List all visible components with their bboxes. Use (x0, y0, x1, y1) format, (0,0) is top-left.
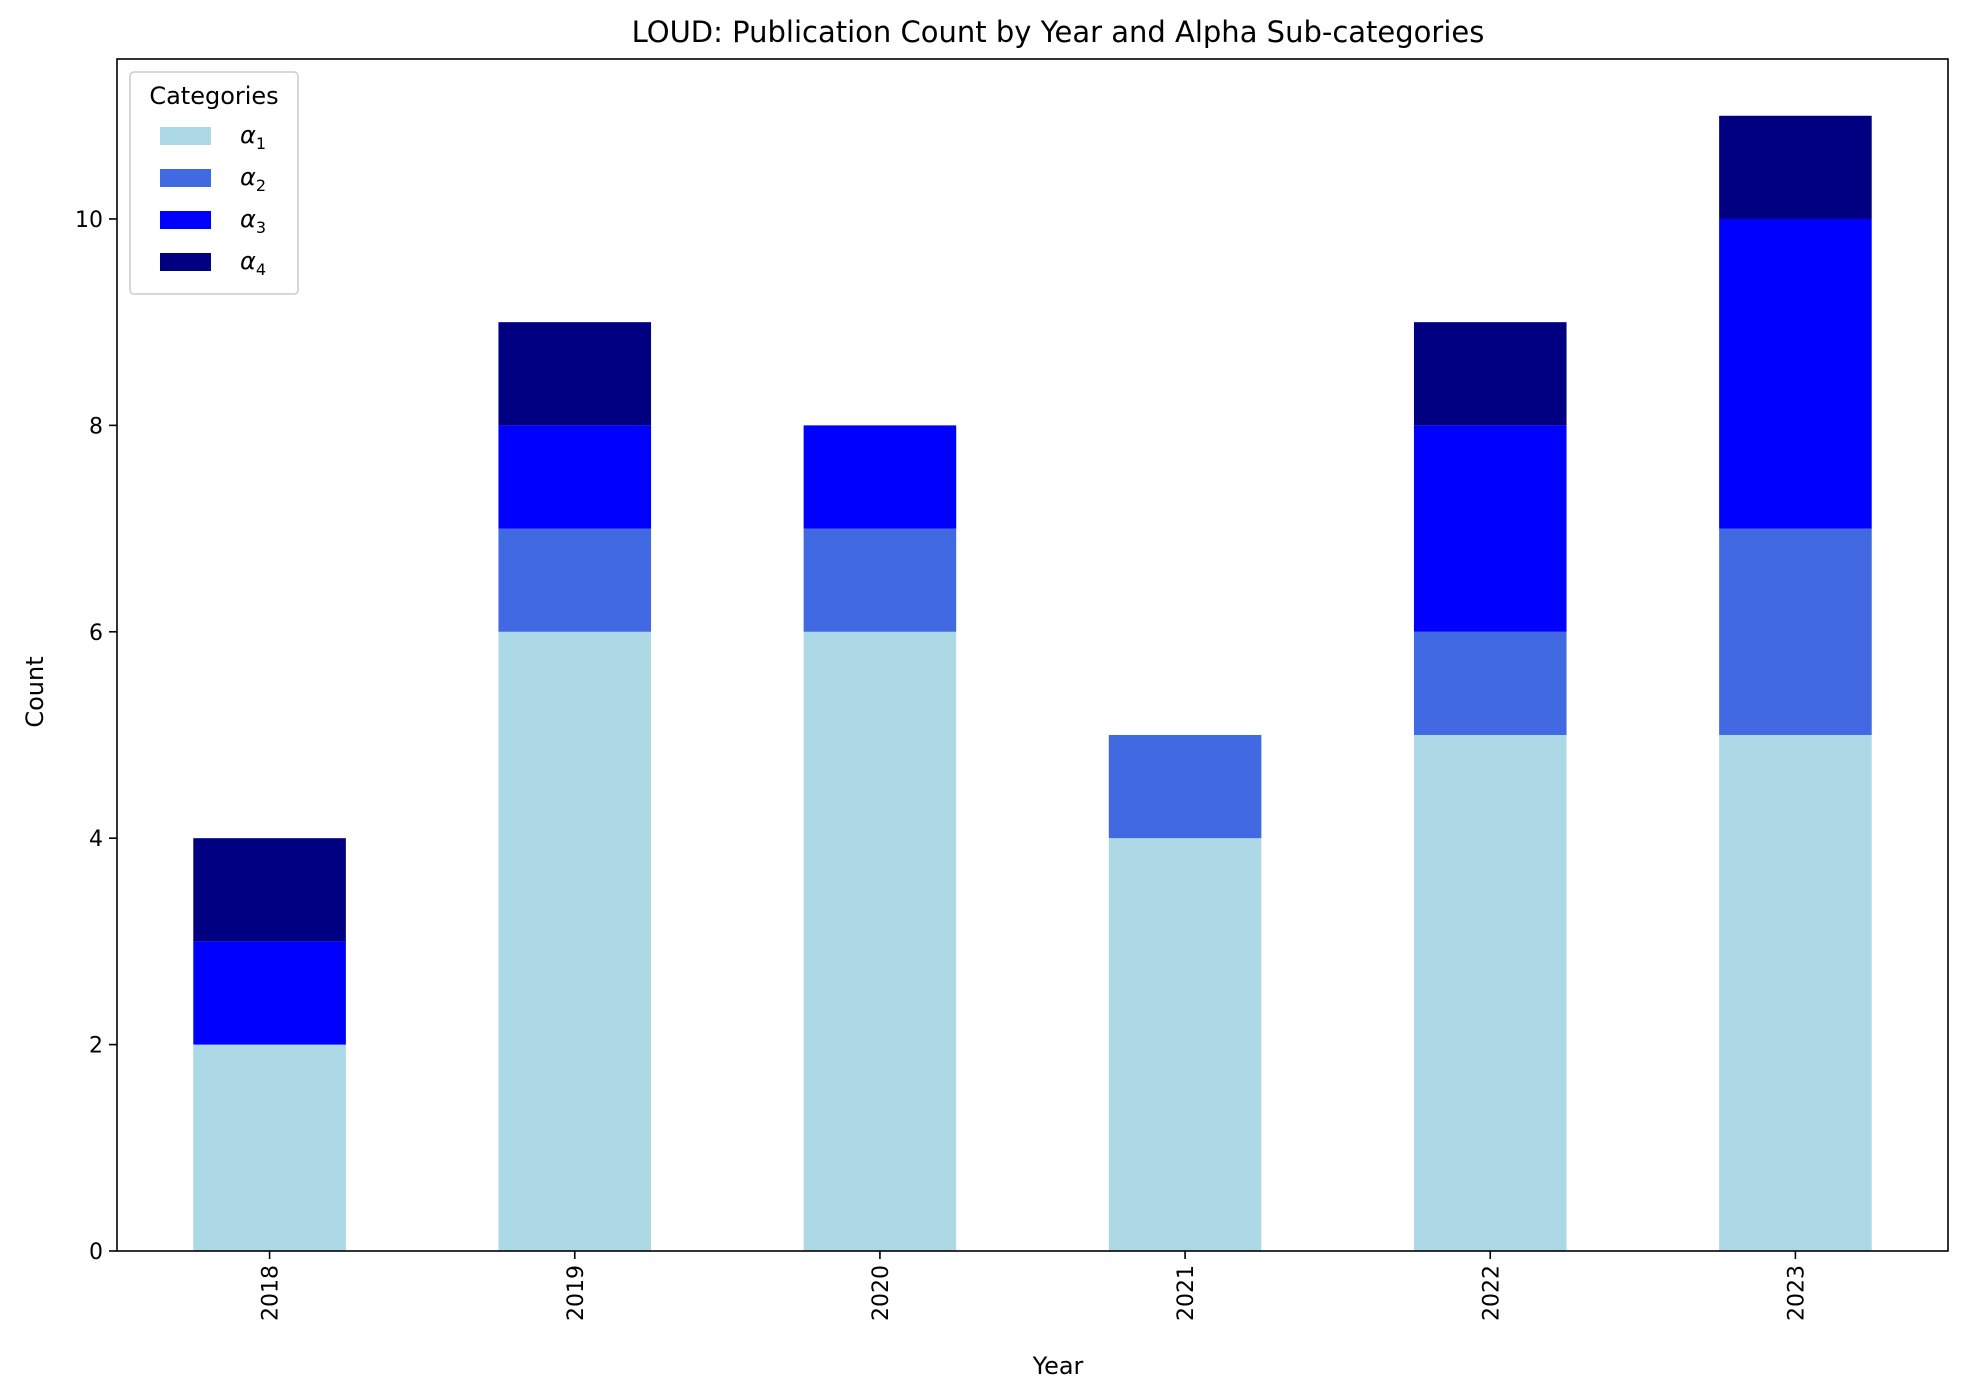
bar-segment-alpha2-2022 (1413, 631, 1567, 735)
legend-label-alpha3: α3 (240, 205, 266, 237)
legend-swatch-alpha1 (160, 127, 211, 145)
plot-area (116, 58, 1949, 1252)
y-tick-label: 0 (89, 1240, 103, 1265)
legend-swatch-alpha2 (160, 169, 211, 187)
legend-swatch-alpha4 (160, 253, 211, 271)
bar-segment-alpha1-2023 (1719, 734, 1872, 1251)
bar-segment-alpha1-2019 (498, 631, 652, 1251)
x-tick-label: 2018 (259, 1265, 284, 1321)
x-axis-label: Year (1032, 1352, 1084, 1380)
y-tick-label: 8 (89, 414, 103, 439)
bar-segment-alpha2-2019 (498, 528, 652, 632)
legend-label-subscript: 4 (256, 260, 266, 279)
bar-segment-alpha4-2019 (498, 322, 652, 426)
bar-segment-alpha3-2018 (193, 941, 346, 1045)
x-tick-label: 2022 (1479, 1265, 1504, 1321)
x-tick-label: 2020 (869, 1265, 894, 1321)
bar-segment-alpha2-2020 (803, 528, 957, 632)
bar-segment-alpha3-2023 (1719, 218, 1872, 529)
legend-label-subscript: 2 (256, 176, 266, 195)
legend-label-alpha1: α1 (240, 121, 266, 153)
y-axis: 0 2 4 6 8 10 (75, 208, 117, 1265)
bar-segment-alpha4-2022 (1413, 322, 1567, 426)
legend-label-subscript: 3 (256, 218, 266, 237)
bar-segment-alpha2-2021 (1108, 734, 1262, 839)
bar-segment-alpha4-2018 (193, 838, 346, 942)
legend-swatch-alpha3 (160, 211, 211, 229)
legend-label-base: α (240, 205, 256, 233)
x-axis: 2018 2019 2020 2021 2022 2023 (259, 1251, 1809, 1321)
bar-segment-alpha4-2023 (1719, 115, 1872, 219)
x-tick-label: 2019 (564, 1265, 589, 1321)
y-tick-label: 4 (89, 827, 103, 852)
legend-title: Categories (149, 82, 278, 110)
legend-label-subscript: 1 (256, 134, 266, 153)
legend-label-base: α (240, 247, 256, 275)
y-axis-label: Count (21, 656, 49, 727)
legend-label-base: α (240, 163, 256, 191)
bar-segment-alpha3-2020 (803, 425, 957, 529)
bar-segment-alpha1-2020 (803, 631, 957, 1251)
plot-frame (116, 58, 1949, 1252)
bar-segment-alpha2-2023 (1719, 528, 1872, 735)
bar-segment-alpha1-2021 (1108, 838, 1262, 1251)
bar-segment-alpha3-2019 (498, 425, 652, 529)
bar-segment-alpha3-2022 (1413, 425, 1567, 632)
y-tick-label: 2 (89, 1034, 103, 1059)
x-tick-label: 2023 (1784, 1265, 1809, 1321)
chart-title: LOUD: Publication Count by Year and Alph… (632, 15, 1485, 49)
x-tick-label: 2021 (1174, 1265, 1199, 1321)
y-tick-label: 10 (75, 208, 103, 233)
legend-label-alpha4: α4 (240, 247, 266, 279)
bar-segment-alpha1-2018 (193, 1044, 346, 1251)
legend-label-base: α (240, 121, 256, 149)
y-tick-label: 6 (89, 621, 103, 646)
bar-segment-alpha1-2022 (1413, 734, 1567, 1251)
legend-label-alpha2: α2 (240, 163, 266, 195)
